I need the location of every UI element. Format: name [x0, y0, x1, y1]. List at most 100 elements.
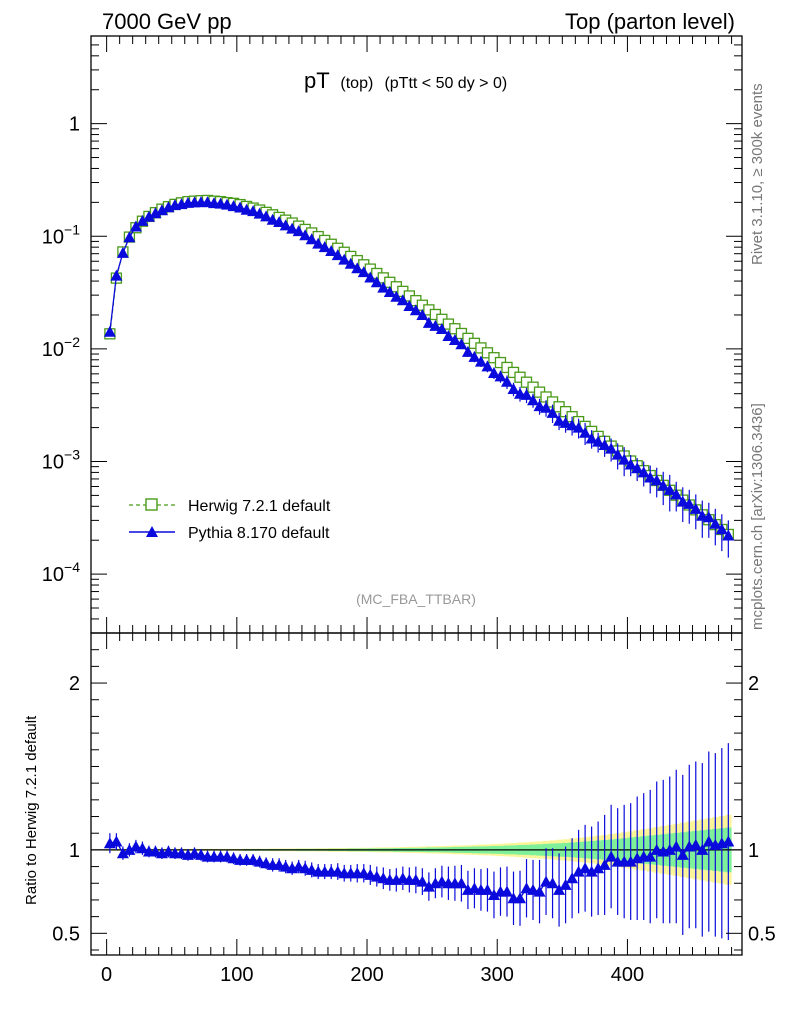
pythia-point: [631, 462, 644, 474]
ratio-y-tick-label-right: 1: [748, 840, 759, 862]
pythia-point: [624, 458, 637, 470]
legend-entry-herwig: Herwig 7.2.1 default: [129, 498, 331, 515]
pythia-point: [273, 215, 286, 227]
herwig-series: [104, 194, 734, 541]
ratio-pythia-point: [116, 847, 129, 859]
pythia-point: [149, 207, 162, 219]
ratio-pythia-point: [663, 843, 676, 855]
x-tick-label: 200: [350, 964, 383, 986]
main-frame: [90, 35, 743, 634]
ratio-pythia-point: [605, 850, 618, 862]
legend-pythia-label: Pythia 8.170 default: [188, 525, 330, 542]
plot-title-cut: (pTtt < 50 dy > 0): [384, 75, 507, 92]
pythia-point: [572, 421, 585, 433]
main-y-tick-label: 1: [69, 114, 80, 136]
pythia-point: [598, 439, 611, 451]
pythia-point: [585, 432, 598, 444]
ratio-y-tick-label: 0.5: [52, 923, 80, 945]
pythia-point: [663, 483, 676, 495]
pythia-point: [611, 448, 624, 460]
ratio-pythia-point: [722, 835, 735, 847]
ratio-pythia-point: [514, 892, 527, 904]
pythia-point: [520, 388, 533, 400]
pythia-point: [579, 426, 592, 438]
ratio-pythia-point: [624, 855, 637, 867]
ratio-frame: [90, 632, 743, 956]
pythia-point: [709, 517, 722, 529]
ratio-pythia-point: [689, 838, 702, 850]
x-tick-label: 100: [220, 964, 253, 986]
pythia-point: [299, 229, 312, 241]
pythia-point: [566, 419, 579, 431]
pythia-point: [429, 319, 442, 331]
ratio-y-tick-label: 1: [69, 840, 80, 862]
pythia-series: [103, 196, 735, 558]
x-tick-label: 300: [481, 964, 514, 986]
ratio-pythia-point: [670, 840, 683, 852]
pythia-point: [116, 246, 129, 258]
pythia-point: [715, 523, 728, 535]
pythia-point: [377, 281, 390, 293]
x-tick-label: 400: [611, 964, 644, 986]
pythia-point: [344, 257, 357, 269]
ratio-pythia-point: [592, 862, 605, 874]
pythia-point: [103, 325, 116, 337]
pythia-point: [286, 222, 299, 234]
plot-title-sub: (top): [340, 75, 373, 92]
ratio-y-tick-label: 2: [69, 673, 80, 695]
pythia-point: [331, 249, 344, 261]
ratio-pythia-point: [481, 883, 494, 895]
pythia-point: [403, 300, 416, 312]
plot-title-main: pT: [304, 68, 329, 93]
pythia-point: [494, 370, 507, 382]
legend-entry-pythia: Pythia 8.170 default: [129, 525, 330, 542]
pythia-point: [279, 219, 292, 231]
ratio-pythia-point: [644, 850, 657, 862]
main-y-tick-label: 10−2: [42, 334, 80, 361]
ratio-pythia-point: [566, 872, 579, 884]
pythia-point: [370, 276, 383, 288]
pythia-point: [605, 442, 618, 454]
legend-pythia-marker: [146, 526, 158, 537]
pythia-point: [644, 471, 657, 483]
pythia-point: [390, 290, 403, 302]
ratio-pythia-point: [500, 885, 513, 897]
pythia-point: [292, 225, 305, 237]
ratio-pythia-point: [585, 865, 598, 877]
x-tick-labels: 0 100 200 300 400: [101, 964, 644, 986]
ratio-pythia-point: [598, 858, 611, 870]
ratio-ylabel: Ratio to Herwig 7.2.1 default: [23, 715, 40, 905]
mcplots-label: mcplots.cern.ch [arXiv:1306.3436]: [749, 403, 766, 630]
pythia-point: [468, 350, 481, 362]
pythia-point: [396, 294, 409, 306]
legend-herwig-label: Herwig 7.2.1 default: [188, 498, 331, 515]
pythia-point: [136, 214, 149, 226]
main-y-tick-label: 10−3: [42, 446, 80, 473]
main-axis-ticks: [91, 35, 742, 955]
pythia-point: [527, 394, 540, 406]
pythia-point: [540, 401, 553, 413]
pythia-point: [592, 435, 605, 447]
ratio-y-tick-label-right: 0.5: [748, 923, 776, 945]
ratio-pythia-point: [546, 877, 559, 889]
pythia-point: [702, 511, 715, 523]
pythia-point: [546, 406, 559, 418]
pythia-point: [722, 529, 735, 541]
ratio-pythia-point: [455, 877, 468, 889]
pythia-point: [416, 308, 429, 320]
ratio-pythia-point: [123, 843, 136, 855]
pythia-point: [325, 244, 338, 256]
pythia-point: [123, 231, 136, 243]
pythia-point: [435, 323, 448, 335]
ratio-pythia-point: [533, 885, 546, 897]
pythia-point: [559, 416, 572, 428]
ratio-y-tick-labels: 0.5 0.5 1 1 2 2: [52, 673, 776, 945]
pythia-point: [448, 333, 461, 345]
ratio-pythia-point: [696, 843, 709, 855]
pythia-point: [455, 338, 468, 350]
ratio-pythia-point: [110, 835, 123, 847]
pythia-point: [650, 474, 663, 486]
herwig-line: [109, 199, 729, 535]
pythia-point: [689, 502, 702, 514]
